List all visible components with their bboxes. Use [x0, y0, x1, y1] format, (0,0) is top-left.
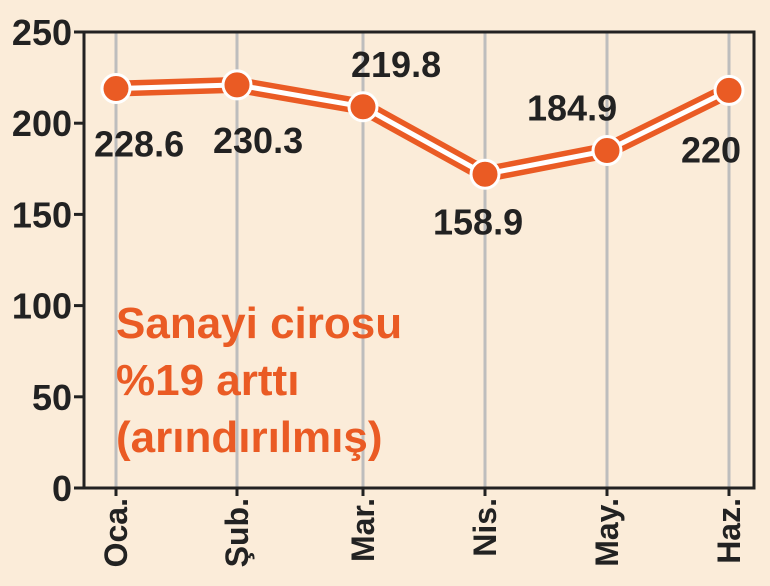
data-label-3: 158.9 — [433, 201, 523, 242]
data-label-5: 220 — [681, 129, 741, 170]
data-point-1 — [221, 69, 253, 101]
plot-frame — [82, 30, 756, 490]
annotation-line-0: Sanayi cirosu — [116, 299, 402, 348]
x-axis-ticks: Oca. Şub. Mar. Nis. May. Haz. — [98, 488, 747, 567]
y-tick-label-1: 50 — [32, 377, 72, 418]
series-line-outer — [108, 76, 737, 183]
series-points — [100, 69, 745, 190]
x-tick-label-2: Mar. — [345, 498, 381, 562]
series-line — [108, 76, 737, 183]
y-tick-label-0: 0 — [52, 468, 72, 509]
x-tick-label-4: May. — [589, 498, 625, 567]
x-tick-label-5: Haz. — [711, 498, 747, 564]
data-point-3 — [469, 158, 501, 190]
data-point-2 — [347, 91, 379, 123]
x-tick-label-1: Şub. — [219, 498, 255, 567]
data-label-2: 219.8 — [351, 44, 441, 85]
y-tick-label-3: 150 — [12, 194, 72, 235]
series-line-inner — [113, 82, 732, 177]
chart-annotation: Sanayi cirosu %19 arttı (arındırılmış) — [116, 299, 402, 462]
annotation-line-2: (arındırılmış) — [116, 413, 383, 462]
data-labels: 228.6 230.3 219.8 158.9 184.9 220 — [94, 44, 741, 242]
data-point-0 — [100, 73, 132, 105]
data-point-4 — [591, 135, 623, 167]
data-label-0: 228.6 — [94, 124, 184, 165]
annotation-line-1: %19 arttı — [116, 356, 299, 405]
y-tick-label-4: 200 — [12, 103, 72, 144]
y-axis-ticks: 0 50 100 150 200 250 — [12, 12, 84, 509]
data-label-1: 230.3 — [213, 120, 303, 161]
y-tick-label-5: 250 — [12, 12, 72, 53]
x-tick-label-0: Oca. — [98, 498, 134, 567]
x-tick-label-3: Nis. — [467, 498, 503, 557]
data-label-4: 184.9 — [527, 88, 617, 129]
data-point-5 — [713, 74, 745, 106]
y-tick-label-2: 100 — [12, 286, 72, 327]
